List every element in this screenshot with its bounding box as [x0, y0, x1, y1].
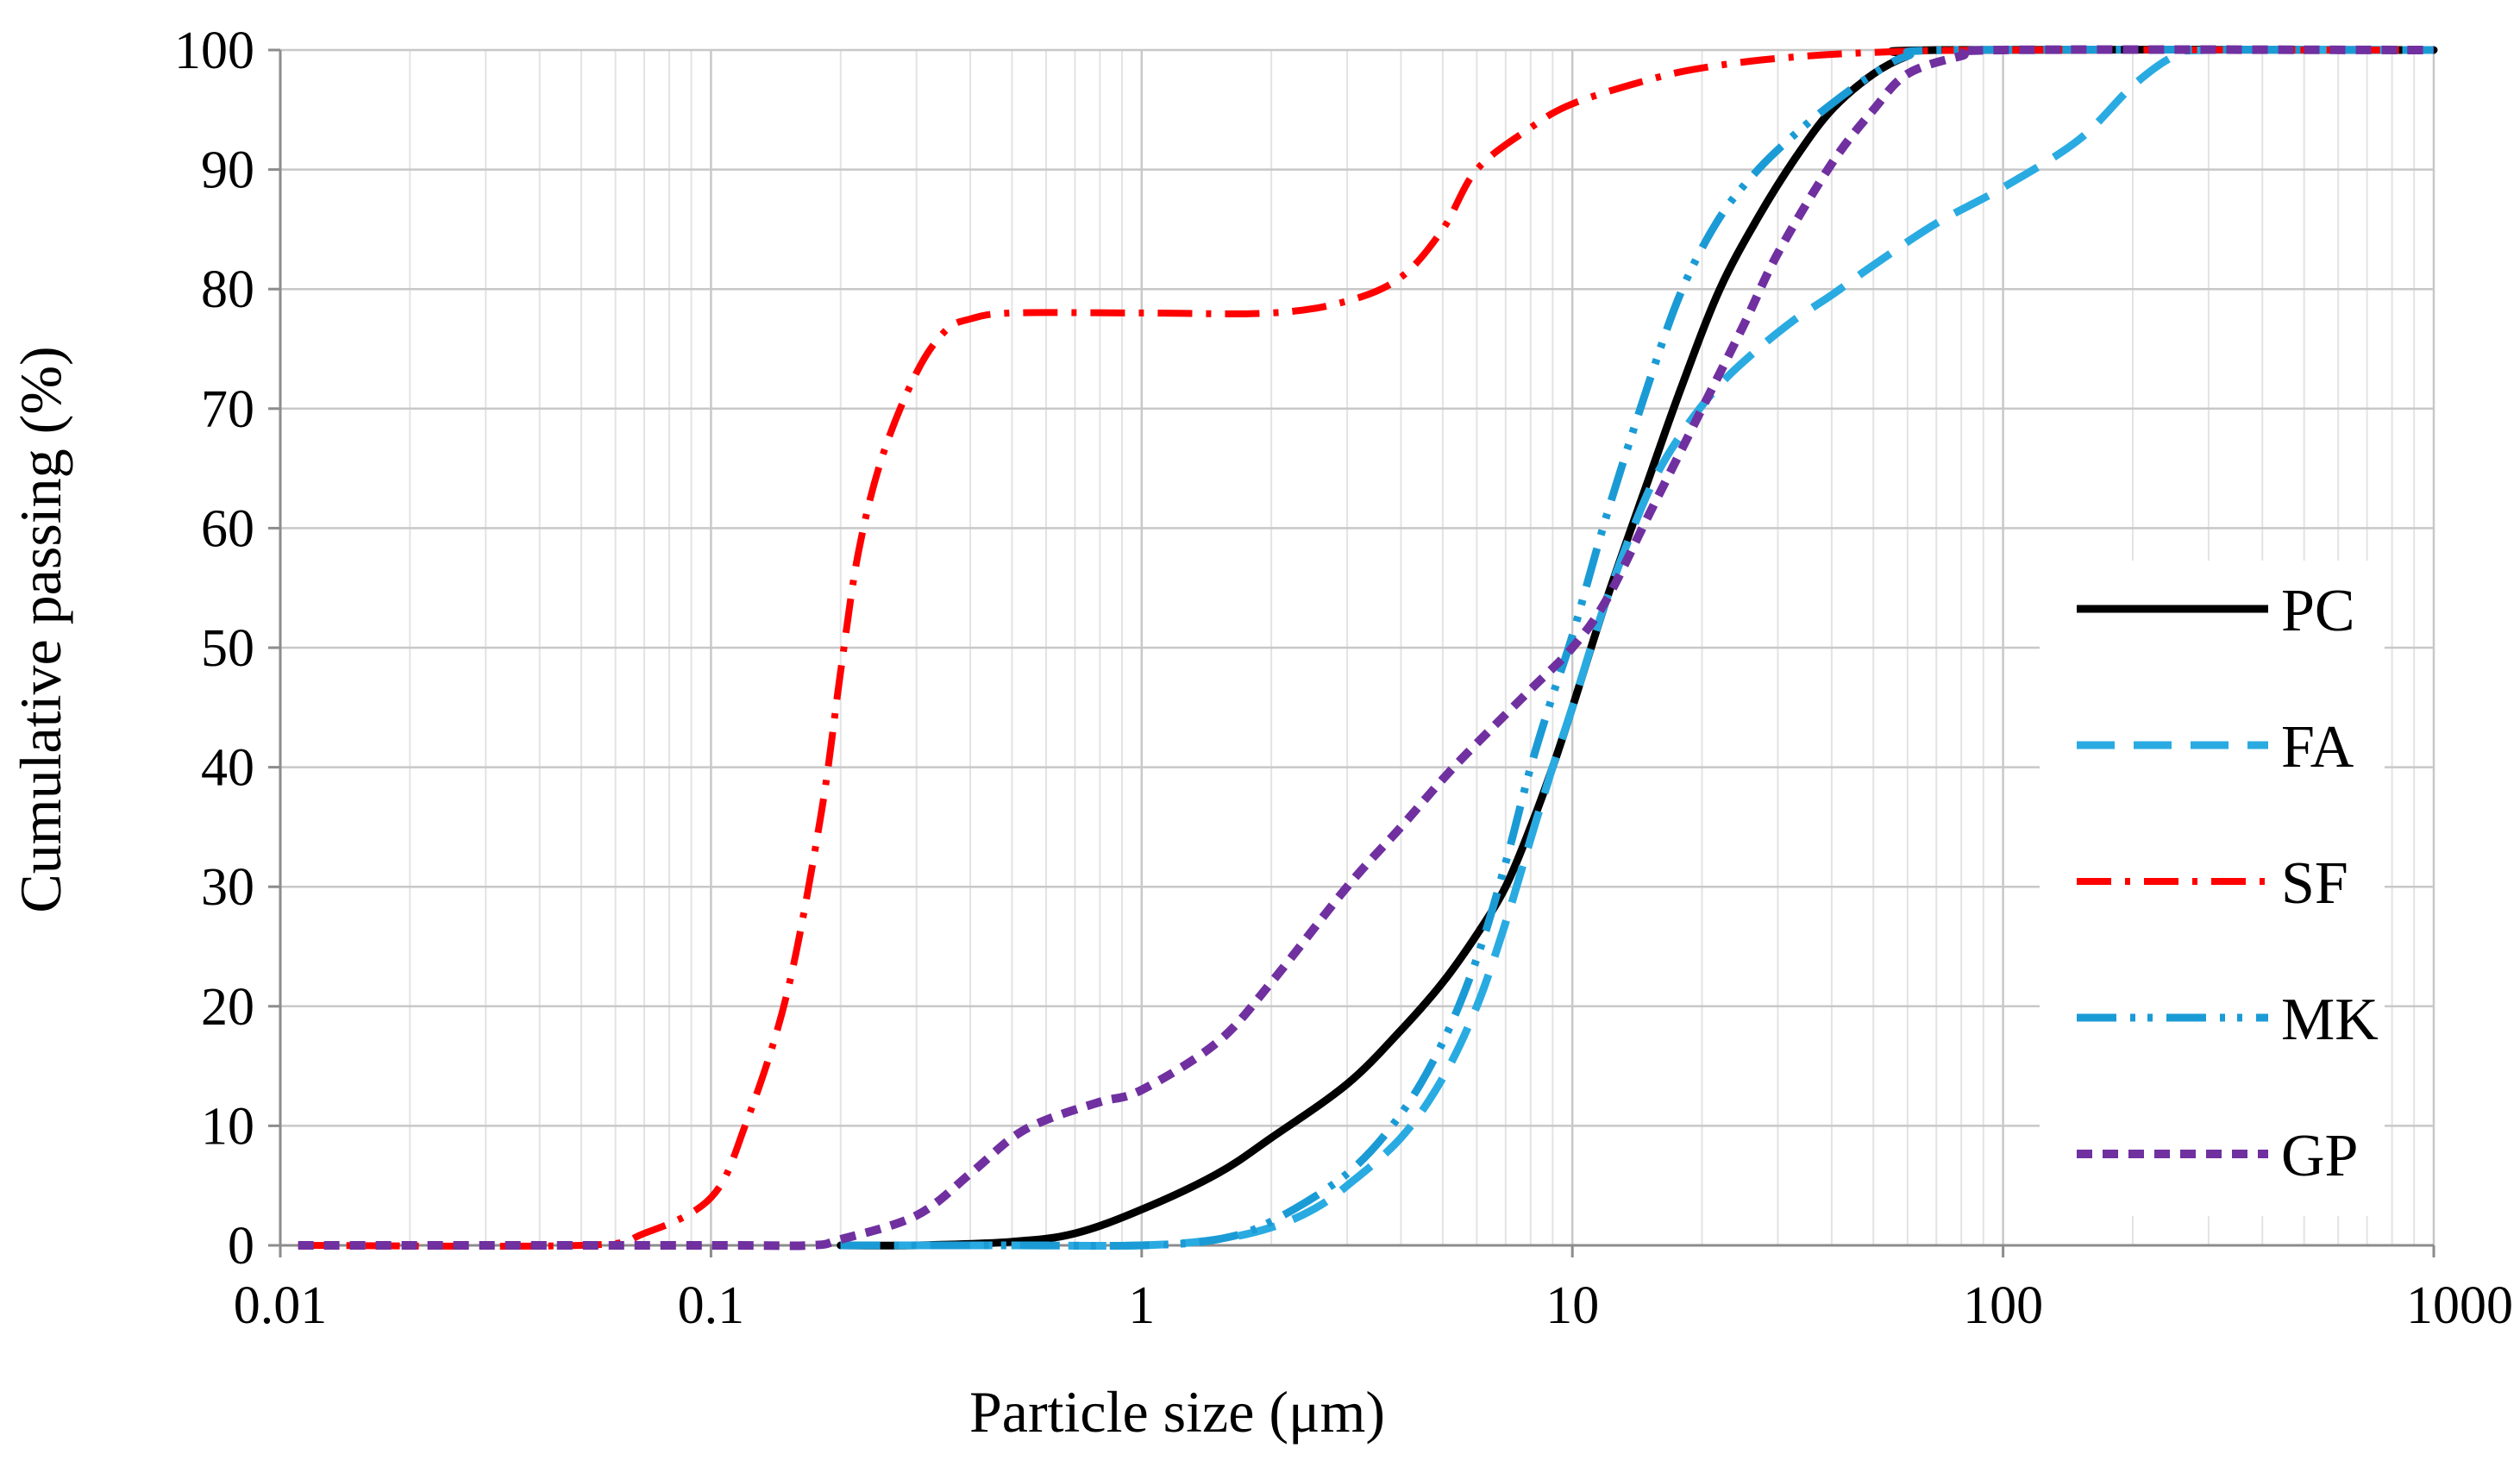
- y-tick-label: 50: [201, 619, 254, 678]
- y-tick-label: 60: [201, 499, 254, 558]
- series-line-fa: [840, 45, 2435, 1251]
- y-tick-label: 10: [201, 1097, 254, 1156]
- series-line-mk: [840, 45, 2435, 1251]
- y-tick-label: 0: [228, 1217, 254, 1276]
- legend-label-mk: MK: [2281, 987, 2379, 1053]
- y-tick-label: 30: [201, 858, 254, 917]
- y-tick-label: 20: [201, 978, 254, 1037]
- series-line-sf: [298, 46, 2435, 1251]
- x-tick-label: 1000: [2406, 1276, 2513, 1335]
- x-tick-label: 0.1: [678, 1276, 745, 1335]
- legend-label-fa: FA: [2281, 714, 2354, 781]
- legend-label-sf: SF: [2281, 850, 2348, 917]
- x-tick-label: 10: [1545, 1276, 1599, 1335]
- x-tick-label: 1: [1128, 1276, 1155, 1335]
- x-tick-label: 100: [1963, 1276, 2043, 1335]
- legend-label-gp: GP: [2281, 1123, 2358, 1189]
- x-tick-label: 0.01: [234, 1276, 328, 1335]
- series-line-gp: [298, 45, 2435, 1251]
- y-axis-label: Cumulative passing (%): [8, 346, 73, 912]
- y-tick-label: 100: [174, 22, 254, 80]
- axis-layer: 0 10 20 30 40 50 60 70 80 90 100 0.01 0.1 1 10 100 1000: [174, 22, 2513, 1335]
- y-tick-label: 40: [201, 739, 254, 798]
- legend-label-pc: PC: [2281, 578, 2355, 644]
- legend: PC FA SF MK GP: [2040, 561, 2385, 1216]
- legend-background: [2040, 561, 2385, 1216]
- y-tick-label: 90: [201, 141, 254, 200]
- x-axis-label: Particle size (μm): [969, 1379, 1385, 1445]
- y-tick-label: 70: [201, 380, 254, 439]
- y-tick-label: 80: [201, 260, 254, 319]
- series-layer: [298, 45, 2438, 1251]
